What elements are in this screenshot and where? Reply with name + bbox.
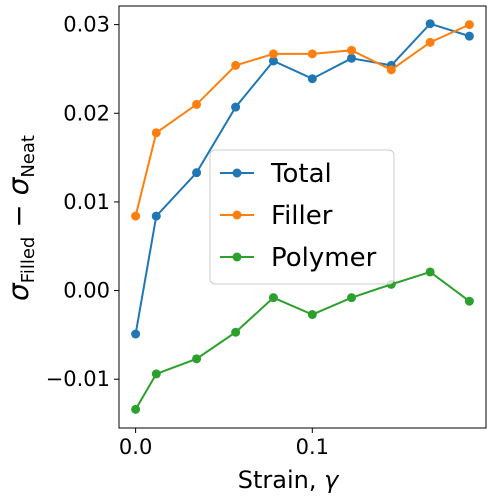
x-axis-label-text: Strain,: [238, 466, 324, 494]
data-point-polymer: [192, 354, 202, 364]
y-tick-label: −0.01: [46, 367, 110, 391]
data-point-total: [268, 56, 278, 66]
y-tick-label: 0.01: [63, 190, 110, 214]
data-point-polymer: [151, 369, 161, 379]
data-point-filler: [268, 49, 278, 59]
x-axis-label-symbol: γ: [324, 466, 340, 494]
x-axis-label: Strain, γ: [238, 466, 340, 494]
data-point-total: [151, 211, 161, 221]
data-point-total: [192, 168, 202, 178]
series-line-polymer: [134, 270, 470, 410]
data-point-polymer: [425, 267, 435, 277]
data-point-filler: [347, 45, 357, 55]
legend-label-polymer: Polymer: [271, 243, 377, 273]
ticks-layer: 0.0 0.1 −0.01 0.00 0.01 0.02 0.03: [46, 13, 329, 459]
legend: Total Filler Polymer: [209, 149, 395, 285]
y-tick-label: 0.00: [63, 279, 110, 303]
y-label-sigma-2: σ: [2, 176, 35, 195]
data-point-filler: [192, 99, 202, 109]
data-point-polymer: [464, 296, 474, 306]
data-point-filler: [151, 128, 161, 138]
data-point-polymer: [347, 293, 357, 303]
legend-marker-polymer: [232, 252, 242, 262]
y-tick-label: 0.02: [63, 101, 110, 125]
series-layer: [131, 19, 474, 414]
data-point-filler: [425, 37, 435, 47]
data-point-polymer: [268, 293, 278, 303]
data-point-polymer: [307, 310, 317, 320]
data-point-filler: [231, 60, 241, 70]
legend-marker-total: [232, 168, 242, 178]
y-axis-label: σFilled − σNeat: [2, 135, 39, 301]
y-tick-label: 0.03: [63, 13, 110, 37]
legend-label-filler: Filler: [271, 201, 333, 231]
legend-entries: Total Filler Polymer: [220, 159, 377, 273]
data-point-polymer: [131, 404, 141, 414]
y-label-sub-2: Neat: [18, 135, 39, 178]
data-point-filler: [307, 49, 317, 59]
legend-label-total: Total: [270, 159, 332, 189]
y-label-minus: −: [2, 195, 35, 236]
x-tick-label: 0.0: [119, 435, 152, 459]
data-point-total: [464, 31, 474, 41]
data-point-filler: [386, 65, 396, 75]
data-point-filler: [464, 20, 474, 30]
data-point-total: [131, 329, 141, 339]
data-point-total: [425, 19, 435, 29]
series-line-total: [134, 22, 470, 335]
data-point-total: [307, 74, 317, 84]
legend-box: [209, 149, 395, 285]
series-line-filler: [134, 23, 470, 217]
data-point-total: [231, 102, 241, 112]
data-point-polymer: [231, 327, 241, 337]
y-label-sigma-1: σ: [2, 282, 35, 301]
legend-marker-filler: [232, 210, 242, 220]
x-tick-label: 0.1: [296, 435, 329, 459]
data-point-total: [347, 53, 357, 63]
y-label-sub-1: Filled: [18, 237, 39, 284]
plot-frame: [118, 5, 487, 429]
data-point-filler: [131, 211, 141, 221]
